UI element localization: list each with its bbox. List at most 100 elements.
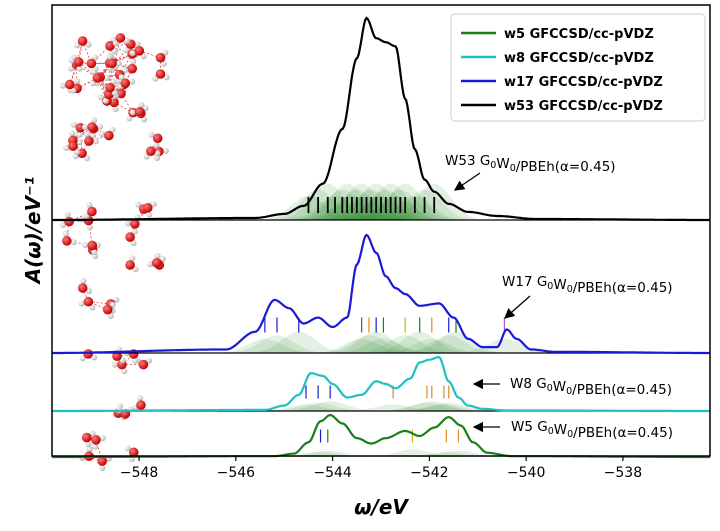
annotation-w17: W17 G0W0/PBEh(α=0.45) (502, 274, 673, 296)
oxygen-atom (134, 46, 145, 56)
x-tick-label: −540 (507, 465, 545, 481)
oxygen-atom (102, 304, 113, 315)
gaussian-fill-w17 (368, 331, 471, 353)
hydrogen-atom (146, 261, 153, 268)
hydrogen-atom (162, 147, 169, 154)
hydrogen-atom (143, 153, 150, 160)
oxygen-atom (97, 456, 107, 466)
x-tick-label: −542 (410, 465, 448, 481)
oxygen-atom (125, 260, 135, 270)
gaussian-fill-w8 (397, 402, 500, 411)
plot-frame (51, 4, 711, 457)
hydrogen-atom (134, 41, 141, 48)
oxygen-atom (112, 351, 122, 361)
hydrogen-atom (126, 115, 133, 122)
gaussian-fill-w17 (325, 331, 427, 353)
oxygen-atom (64, 79, 75, 90)
hydrogen-atom (111, 89, 118, 96)
hydrogen-atom (83, 131, 90, 138)
oxygen-atom (128, 447, 139, 458)
oxygen-atom (105, 41, 115, 51)
gaussian-fill-w17 (214, 338, 316, 353)
hydrogen-atom (70, 121, 77, 128)
molecule-illustrations (59, 33, 170, 472)
hydrogen-atom (89, 304, 96, 311)
oxygen-atom (134, 107, 145, 117)
oxygen-atom (151, 258, 162, 268)
hydrogen-atom (113, 296, 120, 303)
hydrogen-atom (69, 130, 76, 137)
legend: w5 GFCCSD/cc-pVDZ w8 GFCCSD/cc-pVDZ w17 GF… (450, 13, 706, 122)
hydrogen-bond (108, 83, 125, 95)
hydrogen-atom (76, 65, 83, 72)
hydrogen-atom (99, 465, 106, 472)
hydrogen-atom (109, 126, 116, 133)
hydrogen-atom (141, 116, 148, 123)
hydrogen-atom (106, 53, 113, 60)
oxygen-atom (105, 82, 115, 93)
hydrogen-atom (140, 53, 147, 60)
hydrogen-atom (112, 106, 119, 113)
annotations: W53 G0W0/PBEh(α=0.45) W17 G0W0/PBEh(α=0.4… (445, 153, 673, 441)
oxygen-atom (87, 240, 98, 251)
hydrogen-atom (99, 435, 106, 442)
hydrogen-atom (82, 242, 89, 249)
hydrogen-atom (152, 75, 159, 82)
hydrogen-atom (70, 87, 77, 94)
annotation-w8: W8 G0W0/PBEh(α=0.45) (510, 376, 672, 398)
hydrogen-atom (110, 78, 117, 85)
spectrum-curve-w8 (52, 355, 710, 413)
legend-label: w53 GFCCSD/cc-pVDZ (504, 99, 663, 114)
oxygen-atom (81, 432, 92, 443)
hydrogen-atom (92, 138, 99, 145)
hydrogen-atom (91, 249, 98, 256)
hydrogen-atom (63, 145, 70, 152)
gaussian-fill-w8 (279, 401, 381, 411)
spectrum-curve-w53 (52, 16, 710, 222)
annotation-arrow-w53 (453, 172, 481, 191)
oxygen-atom (84, 136, 94, 146)
oxygen-atom (83, 349, 93, 359)
annotation-arrow-w17 (504, 295, 531, 319)
hydrogen-atom (90, 80, 97, 87)
oxygen-atom (92, 73, 103, 83)
hydrogen-atom (89, 430, 96, 437)
legend-label: w8 GFCCSD/cc-pVDZ (504, 51, 654, 66)
oxygen-atom (64, 216, 74, 227)
hydrogen-atom (82, 124, 89, 131)
stick-markers (264, 197, 505, 443)
oxygen-atom (155, 52, 166, 63)
oxygen-atom (86, 58, 97, 69)
hydrogen-atom (150, 201, 157, 208)
hydrogen-atom (159, 256, 166, 263)
hydrogen-atom (118, 74, 125, 81)
hydrogen-atom (142, 105, 149, 112)
hydrogen-atom (124, 220, 131, 227)
gaussian-fill-w17 (310, 338, 413, 353)
annotation-w5: W5 G0W0/PBEh(α=0.45) (511, 419, 673, 441)
gaussian-fill-w5 (361, 449, 464, 457)
hydrogen-atom (122, 67, 129, 74)
oxygen-atom (87, 122, 97, 132)
oxygen-atom (120, 78, 131, 89)
oxygen-atom (146, 146, 156, 157)
hydrogen-atom (86, 446, 93, 453)
gaussian-fill-w8 (393, 404, 495, 411)
hydrogen-atom (132, 357, 139, 364)
hydrogen-atom (111, 48, 118, 55)
hydrogen-atom (68, 57, 75, 64)
hydrogen-atom (64, 211, 71, 218)
oxygen-atom (152, 133, 163, 144)
hydrogen-atom (80, 278, 87, 285)
hydrogen-atom (90, 69, 97, 76)
oxygen-atom (73, 57, 84, 67)
gaussian-fill-w17 (381, 338, 483, 353)
oxygen-atom (127, 63, 137, 74)
hydrogen-atom (129, 78, 136, 85)
legend-label: w5 GFCCSD/cc-pVDZ (504, 27, 654, 42)
hydrogen-atom (119, 357, 126, 364)
hydrogen-atom (85, 441, 92, 448)
hydrogen-bond (99, 63, 113, 78)
oxygen-atom (91, 435, 101, 445)
oxygen-atom (104, 130, 114, 141)
